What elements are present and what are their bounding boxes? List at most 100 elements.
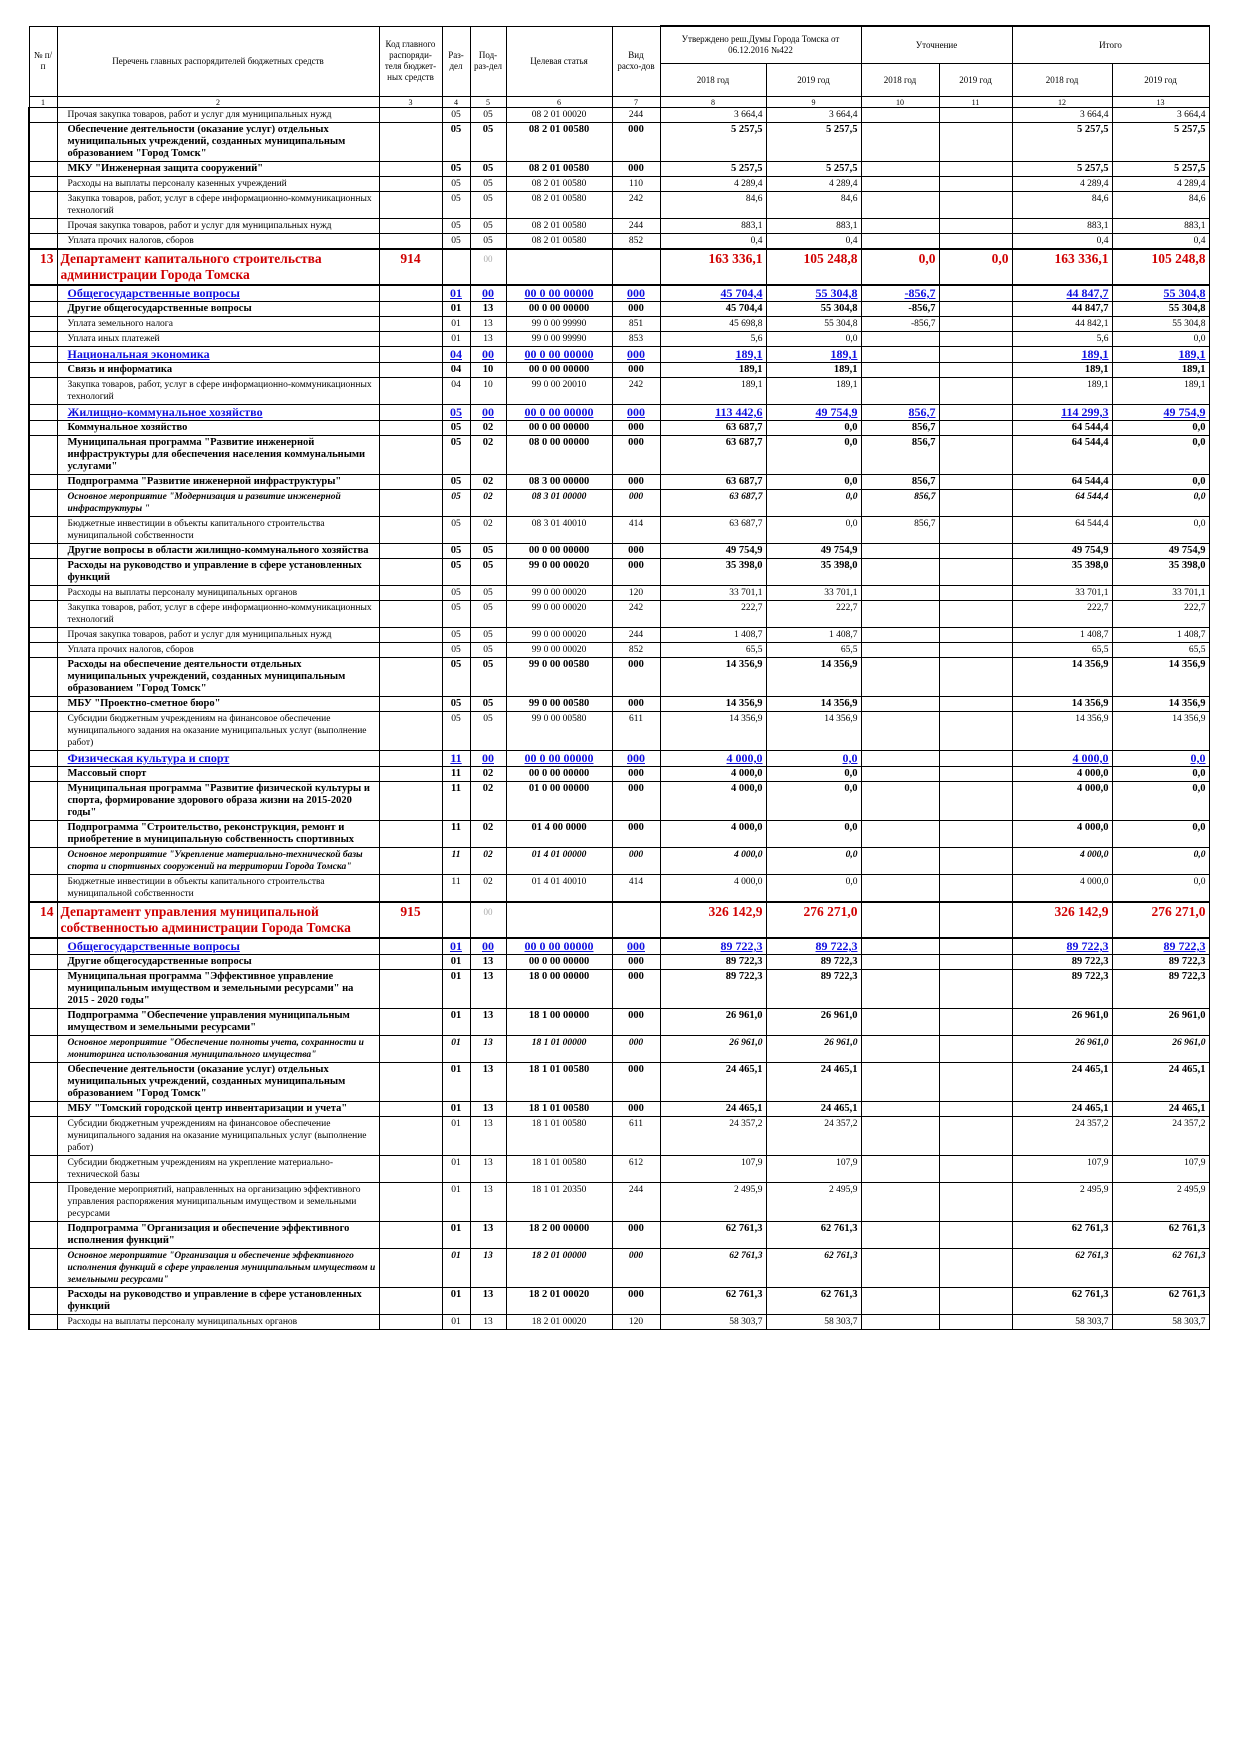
total-2019: 0,4	[1111, 233, 1210, 250]
approved-2018: 65,5	[659, 642, 767, 658]
subsection-code: 13	[469, 331, 507, 347]
subsection-code: 05	[469, 585, 507, 601]
approved-2018: 4 000,0	[659, 781, 767, 821]
total-2019: 107,9	[1111, 1155, 1210, 1183]
change-2019	[938, 901, 1013, 939]
admin-code	[378, 657, 443, 697]
total-2018: 24 357,2	[1011, 1116, 1113, 1156]
table-row: Закупка товаров, работ, услуг в сфере ин…	[28, 600, 1210, 628]
total-2018: 189,1	[1011, 362, 1113, 378]
admin-code	[378, 122, 443, 162]
total-2019: 0,0	[1111, 781, 1210, 821]
table-row: Расходы на руководство и управление в сф…	[28, 558, 1210, 586]
total-2018: 24 465,1	[1011, 1062, 1113, 1102]
change-2018	[860, 558, 940, 586]
item-name: Общегосударственные вопросы	[56, 937, 380, 955]
header-cell: № п/п	[28, 25, 58, 97]
row-number	[28, 781, 58, 821]
target-article: 00 0 00 00000	[505, 284, 613, 302]
approved-2018: 84,6	[659, 191, 767, 219]
row-number	[28, 346, 58, 363]
expense-type: 000	[611, 1062, 661, 1102]
total-2019: 189,1	[1111, 346, 1210, 363]
row-number	[28, 404, 58, 421]
change-2018	[860, 1314, 940, 1330]
total-2018: 49 754,9	[1011, 543, 1113, 559]
section-code: 05	[441, 696, 471, 712]
approved-2018: 14 356,9	[659, 696, 767, 712]
table-row: Общегосударственные вопросы 01 00 00 0 00 0…	[28, 284, 1210, 302]
item-name: Уплата прочих налогов, сборов	[56, 233, 380, 250]
expense-type: 000	[611, 474, 661, 490]
approved-2019: 58 303,7	[765, 1314, 862, 1330]
expense-type: 851	[611, 316, 661, 332]
row-number	[28, 435, 58, 475]
subsection-code: 05	[469, 600, 507, 628]
total-2018: 44 847,7	[1011, 301, 1113, 317]
item-name: Обеспечение деятельности (оказание услуг…	[56, 1062, 380, 1102]
item-name: Обеспечение деятельности (оказание услуг…	[56, 122, 380, 162]
subsection-code: 13	[469, 1287, 507, 1315]
approved-2018: 33 701,1	[659, 585, 767, 601]
change-2018	[860, 107, 940, 123]
expense-type: 000	[611, 346, 661, 363]
item-name: Расходы на руководство и управление в сф…	[56, 558, 380, 586]
expense-type: 000	[611, 750, 661, 767]
row-number	[28, 642, 58, 658]
change-2019	[938, 191, 1013, 219]
section-code: 05	[441, 558, 471, 586]
table-row: Уплата земельного налога 01 13 99 0 00 9999…	[28, 316, 1210, 332]
approved-2018: 189,1	[659, 377, 767, 405]
change-2018	[860, 1116, 940, 1156]
row-number	[28, 233, 58, 250]
header-year: 2019 год	[1111, 63, 1210, 97]
item-name: Департамент капитального строительства а…	[56, 248, 380, 286]
admin-code	[378, 331, 443, 347]
approved-2019: 189,1	[765, 346, 862, 363]
change-2018	[860, 218, 940, 234]
table-row: Основное мероприятие "Модернизация и раз…	[28, 489, 1210, 517]
column-number: 1	[28, 96, 58, 108]
total-2018: 4 289,4	[1011, 176, 1113, 192]
item-name: Расходы на выплаты персоналу муниципальн…	[56, 1314, 380, 1330]
total-2018: 62 761,3	[1011, 1248, 1113, 1288]
table-row: Основное мероприятие "Укрепление материа…	[28, 847, 1210, 875]
subsection-code: 05	[469, 627, 507, 643]
section-code: 05	[441, 161, 471, 177]
expense-type: 000	[611, 820, 661, 848]
total-2019: 4 289,4	[1111, 176, 1210, 192]
change-2019	[938, 233, 1013, 250]
table-row: Подпрограмма "Организация и обеспечение …	[28, 1221, 1210, 1249]
change-2019	[938, 316, 1013, 332]
table-row: Уплата прочих налогов, сборов 05 05 99 0 00…	[28, 642, 1210, 658]
admin-code	[378, 585, 443, 601]
column-number: 9	[765, 96, 862, 108]
expense-type	[611, 248, 661, 286]
change-2018	[860, 937, 940, 955]
total-2018: 64 544,4	[1011, 516, 1113, 544]
target-article: 99 0 00 99990	[505, 331, 613, 347]
total-2019: 0,0	[1111, 489, 1210, 517]
target-article: 99 0 00 00020	[505, 642, 613, 658]
target-article: 08 3 00 00000	[505, 474, 613, 490]
table-row: Расходы на выплаты персоналу муниципальн…	[28, 585, 1210, 601]
admin-code	[378, 233, 443, 250]
item-name: Подпрограмма "Развитие инженерной инфрас…	[56, 474, 380, 490]
table-row: Общегосударственные вопросы 01 00 00 0 00 0…	[28, 937, 1210, 955]
approved-2019: 24 357,2	[765, 1116, 862, 1156]
table-row: Связь и информатика 04 10 00 0 00 00000 000 1…	[28, 362, 1210, 378]
change-2019	[938, 711, 1013, 751]
subsection-code: 13	[469, 316, 507, 332]
change-2019	[938, 107, 1013, 123]
table-row: Национальная экономика 04 00 00 0 00 00000 0…	[28, 346, 1210, 363]
expense-type: 852	[611, 642, 661, 658]
table-row: 13 Департамент капитального строительства…	[28, 248, 1210, 286]
section-code: 01	[441, 1116, 471, 1156]
subsection-code: 05	[469, 176, 507, 192]
header-row: № п/п Перечень главных распорядителей бю…	[28, 25, 1210, 97]
row-number	[28, 1008, 58, 1036]
table-row: Коммунальное хозяйство 05 02 00 0 00 00000 0…	[28, 420, 1210, 436]
total-2019: 62 761,3	[1111, 1287, 1210, 1315]
row-number	[28, 1182, 58, 1222]
expense-type: 000	[611, 161, 661, 177]
